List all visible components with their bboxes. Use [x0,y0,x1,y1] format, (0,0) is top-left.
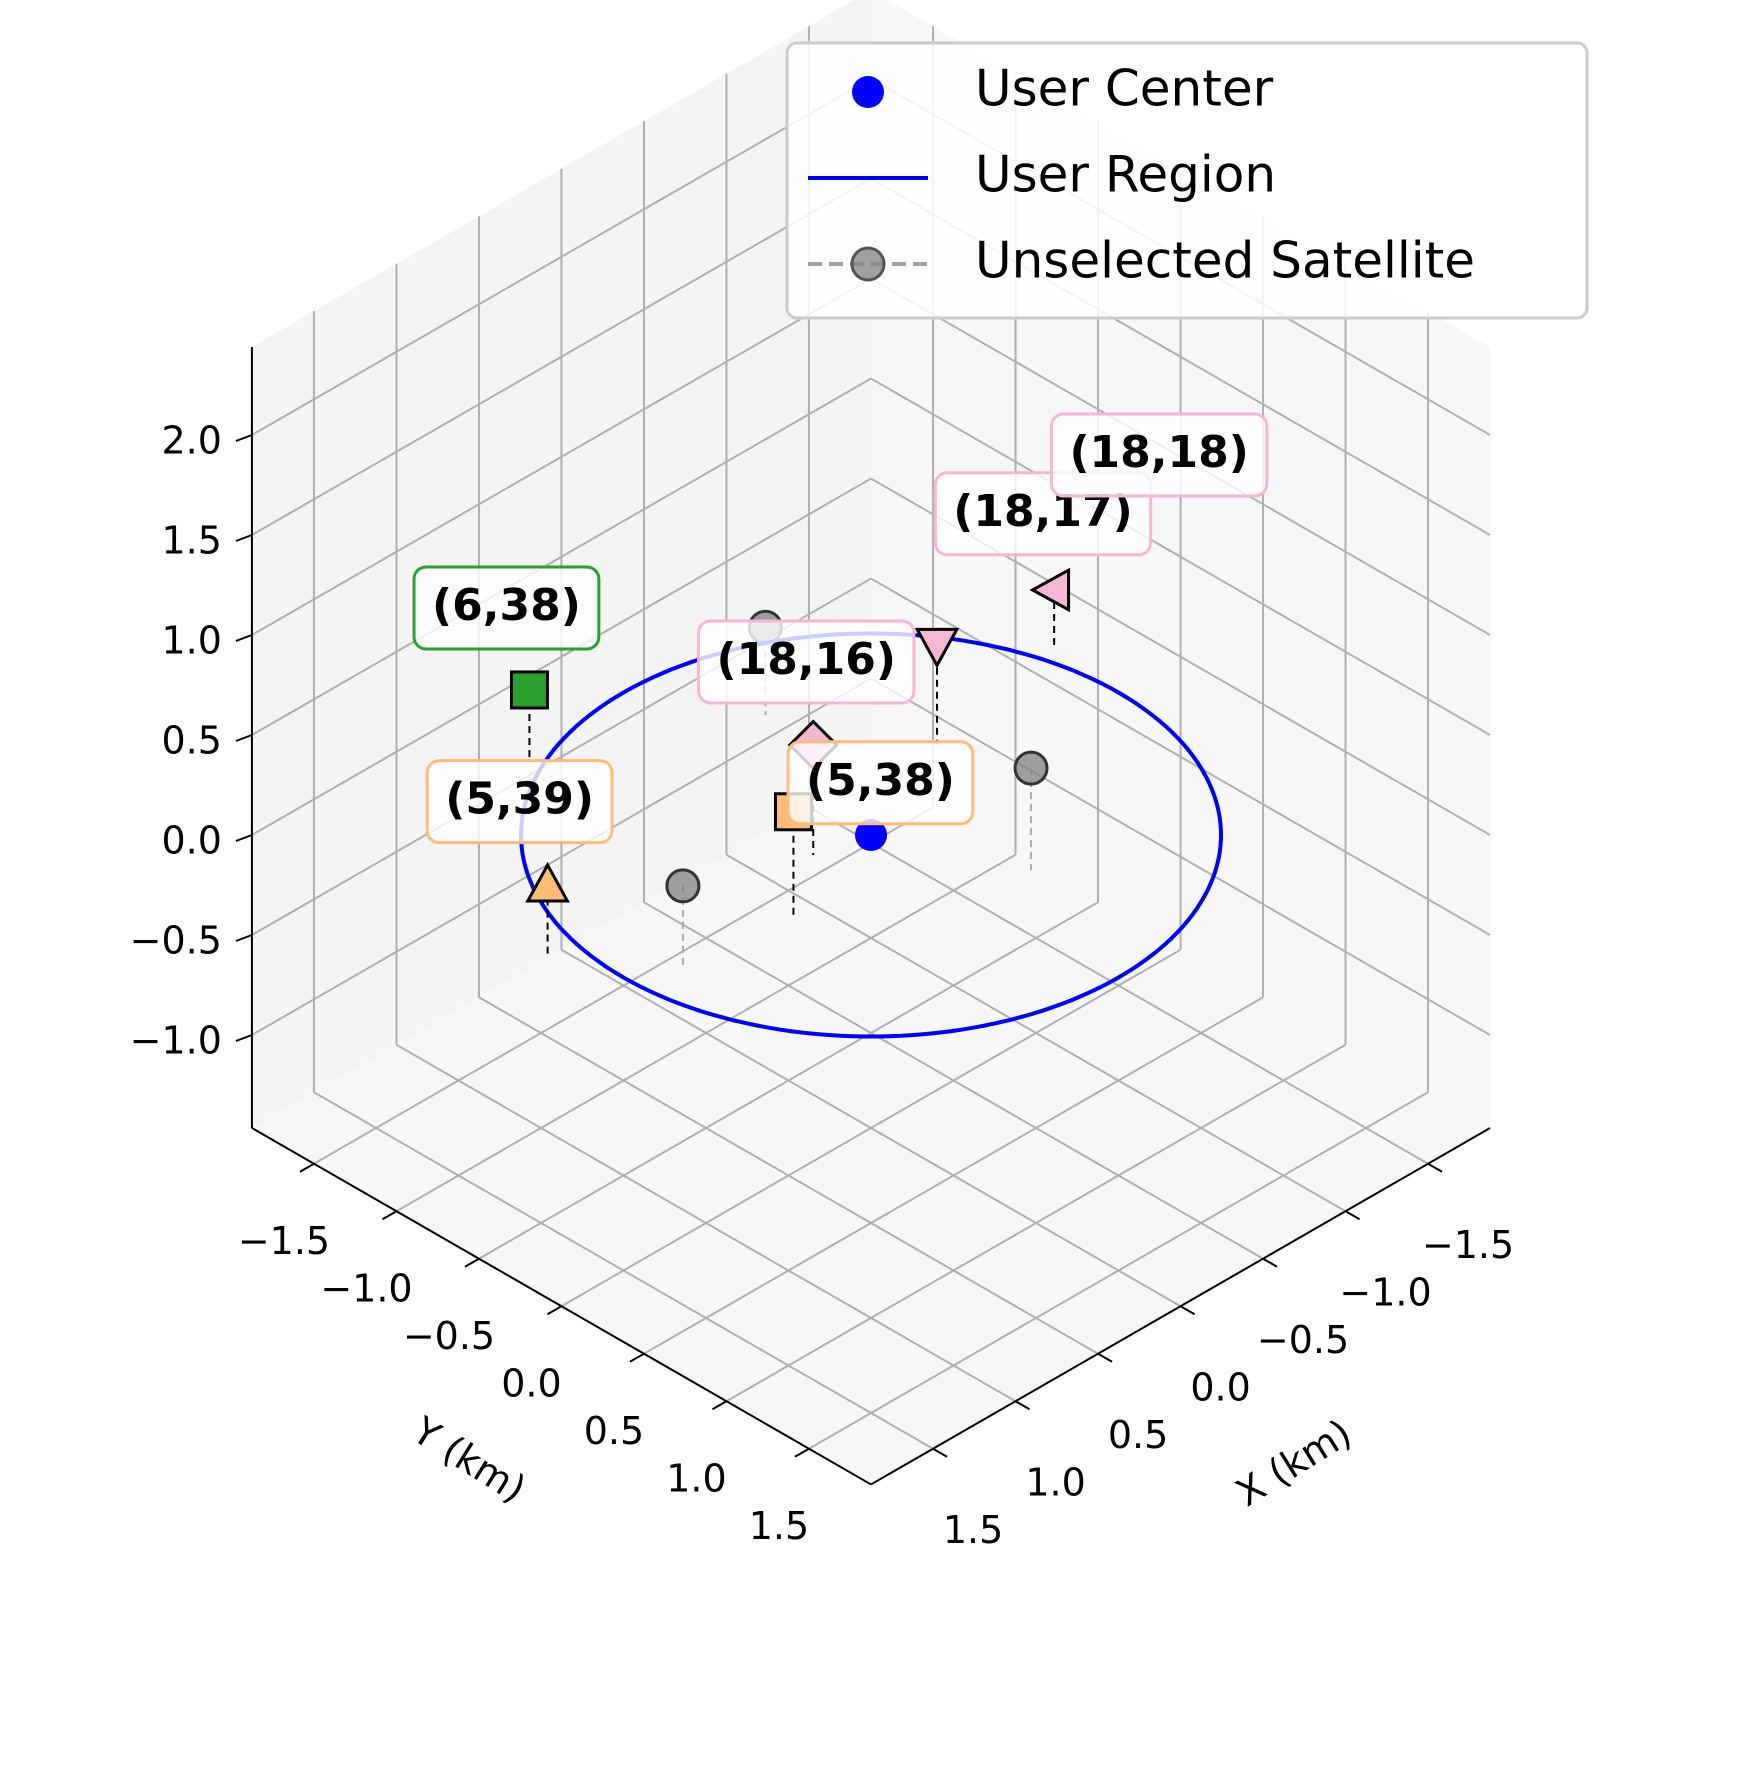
tick-mark [299,1162,315,1173]
marker [525,861,570,903]
tick-mark [546,1305,562,1316]
grid-line [251,77,872,436]
grid-line [251,377,872,736]
grid-line [725,1043,1347,1403]
marker [914,627,960,669]
y-tick-label: 1.5 [749,1504,809,1548]
marks [509,567,1223,1039]
tick-mark [932,1447,948,1458]
y-axis-line [251,1127,872,1486]
grid-line [395,853,1017,1213]
legend-label: User Region [975,146,1276,204]
x-tick-label: 1.0 [1025,1461,1085,1505]
grid-line [643,996,1264,1355]
x-tick-label: 1.5 [943,1508,1003,1552]
x-axis-label: X (km) [1228,1411,1359,1516]
z-tick-label: 2.0 [161,419,221,463]
tick-mark [235,534,253,542]
point-label: (5,38) [806,755,955,806]
x-axis-line [870,1127,1491,1486]
legend-marker [850,246,886,282]
label-box [412,565,601,651]
tick-mark [711,1400,727,1411]
tick-mark [235,434,253,442]
tick-mark [1015,1400,1031,1411]
tick-mark [794,1447,810,1458]
tick-mark [464,1257,480,1268]
x-tick-label: −1.0 [1339,1271,1431,1315]
grid-line [870,377,1491,736]
tick-mark [235,1034,253,1042]
y-tick-label: −0.5 [403,1314,495,1358]
label-box [786,740,975,826]
satellite [665,868,701,904]
grid-line [870,577,1491,936]
z-tick-label: −1.0 [130,1019,222,1063]
y-tick-label: −1.5 [238,1219,330,1263]
x-tick-label: 0.5 [1108,1413,1168,1457]
y-tick-label: −1.0 [320,1267,412,1311]
x-tick-label: −0.5 [1257,1318,1349,1362]
grid-line [313,806,934,1165]
y-tick-label: 1.0 [666,1457,726,1501]
point-label: (18,18) [1069,427,1248,478]
z-tick-label: 1.0 [161,619,221,663]
grid-line [251,277,872,636]
point-label: (18,16) [717,634,896,685]
grid-line [560,948,1182,1308]
y-axis-label: Y (km) [404,1408,533,1512]
axes: −1.5−1.0−0.50.00.51.01.5−1.5−1.0−0.50.00… [130,347,1514,1552]
label-box [697,619,916,705]
tick-mark [235,634,253,642]
tick-mark [1097,1352,1113,1363]
tick-mark [235,734,253,742]
tick-mark [235,834,253,842]
y-tick-label: 0.5 [584,1409,644,1453]
grid-line [251,177,872,536]
grid-line [870,677,1491,1036]
tick-mark [1427,1162,1443,1173]
legend: User Center User Region Unselected Satelli… [785,41,1589,320]
tick-mark [235,934,253,942]
label-box [425,759,614,845]
point-labels: (6,38)(5,39) (5,38)(18,16)(18,17)(18,18) [412,412,1269,845]
user-center [855,819,887,851]
satellite [1013,750,1049,786]
x-tick-label: 0.0 [1190,1366,1250,1410]
tick-mark [1262,1257,1278,1268]
point-label: (6,38) [432,580,581,631]
legend-label: User Center [975,60,1274,118]
grid-line [808,1091,1429,1450]
z-tick-label: 0.0 [161,819,221,863]
point-label: (5,39) [445,774,594,825]
legend-label: Unselected Satellite [975,232,1475,290]
tick-mark [1180,1305,1196,1316]
z-tick-label: 0.5 [161,719,221,763]
marker [1029,567,1071,613]
x-tick-label: −1.5 [1422,1223,1514,1267]
legend-marker [852,76,884,108]
tick-mark [1345,1210,1361,1221]
z-tick-label: −0.5 [130,919,222,963]
legend-box [785,41,1589,320]
tick-mark [629,1352,645,1363]
tick-mark [381,1210,397,1221]
z-tick-label: 1.5 [161,519,221,563]
grid-line [251,677,872,1036]
y-tick-label: 0.0 [501,1362,561,1406]
grid-line [478,901,1099,1260]
marker [509,670,549,710]
grid-line [251,477,872,836]
label-box [1049,412,1269,498]
